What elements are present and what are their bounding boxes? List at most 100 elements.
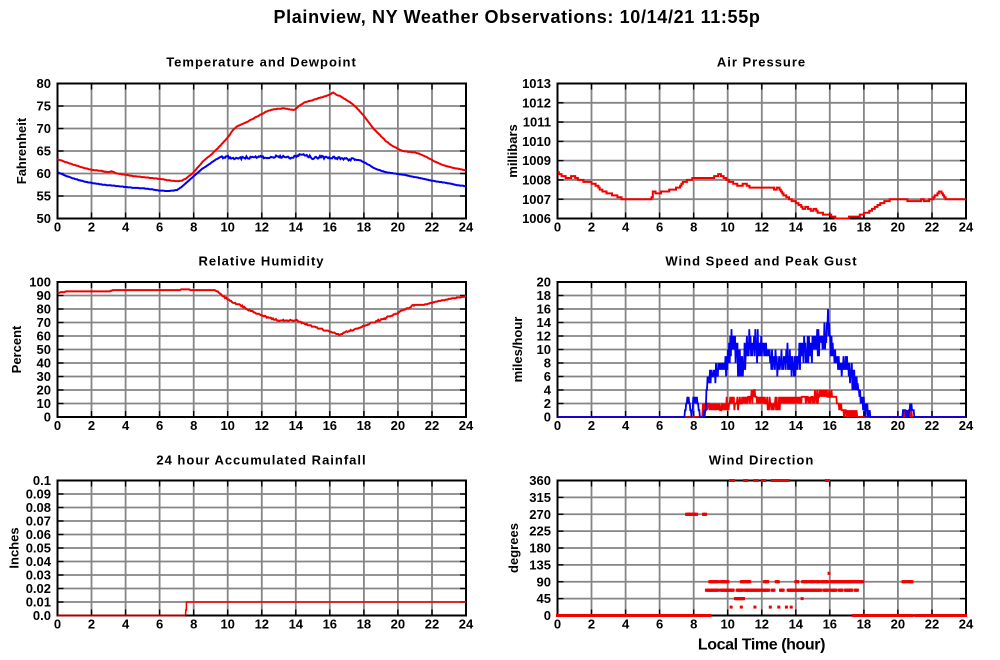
svg-text:12: 12 [537,329,551,344]
svg-text:30: 30 [37,369,51,384]
svg-text:45: 45 [537,591,551,606]
svg-text:14: 14 [289,418,304,433]
svg-text:20: 20 [391,220,405,235]
svg-text:14: 14 [789,418,804,433]
svg-text:1006: 1006 [522,211,551,226]
svg-text:0.04: 0.04 [26,554,52,569]
svg-text:90: 90 [37,288,51,303]
svg-text:0.06: 0.06 [26,527,51,542]
svg-text:24: 24 [959,418,974,433]
svg-text:0.03: 0.03 [26,568,51,583]
svg-text:4: 4 [622,418,630,433]
svg-text:14: 14 [289,617,304,632]
svg-text:60: 60 [37,329,51,344]
svg-text:24 hour Accumulated Rainfall: 24 hour Accumulated Rainfall [156,453,366,468]
svg-text:Percent: Percent [9,325,24,373]
svg-text:10: 10 [220,617,234,632]
svg-text:60: 60 [37,166,51,181]
svg-text:0: 0 [54,220,61,235]
svg-text:12: 12 [255,617,269,632]
svg-text:16: 16 [323,220,337,235]
svg-text:1010: 1010 [522,134,551,149]
svg-text:22: 22 [425,617,439,632]
svg-text:24: 24 [459,220,474,235]
svg-text:20: 20 [391,617,405,632]
svg-text:50: 50 [37,211,51,226]
svg-text:6: 6 [656,418,663,433]
svg-text:20: 20 [391,418,405,433]
svg-text:0.02: 0.02 [26,581,51,596]
svg-text:6: 6 [156,617,163,632]
svg-text:2: 2 [588,220,595,235]
svg-text:6: 6 [656,617,663,632]
svg-text:4: 4 [622,617,630,632]
svg-text:0.0: 0.0 [33,608,51,623]
svg-text:10: 10 [720,418,734,433]
svg-text:8: 8 [544,356,551,371]
svg-text:18: 18 [857,220,871,235]
svg-text:0: 0 [54,617,61,632]
svg-text:18: 18 [857,418,871,433]
svg-text:10: 10 [720,617,734,632]
svg-text:6: 6 [156,418,163,433]
svg-text:8: 8 [690,220,697,235]
svg-text:90: 90 [537,574,551,589]
svg-text:0: 0 [554,220,561,235]
svg-text:0: 0 [54,418,61,433]
svg-text:4: 4 [122,617,130,632]
svg-text:70: 70 [37,315,51,330]
svg-text:135: 135 [529,558,551,573]
svg-text:12: 12 [755,617,769,632]
svg-text:0: 0 [554,418,561,433]
svg-text:8: 8 [190,418,197,433]
svg-text:20: 20 [891,617,905,632]
svg-text:millibars: millibars [505,124,520,177]
svg-text:55: 55 [37,189,51,204]
svg-text:18: 18 [857,617,871,632]
svg-text:0: 0 [44,410,51,425]
svg-text:24: 24 [459,617,474,632]
svg-text:1007: 1007 [522,192,551,207]
svg-text:4: 4 [544,383,552,398]
svg-text:10: 10 [37,396,51,411]
svg-text:22: 22 [925,220,939,235]
svg-text:2: 2 [544,396,551,411]
svg-text:20: 20 [891,418,905,433]
svg-text:0.08: 0.08 [26,500,51,515]
svg-text:225: 225 [529,524,551,539]
svg-text:12: 12 [255,220,269,235]
svg-text:Local Time (hour): Local Time (hour) [698,637,825,654]
svg-text:8: 8 [190,220,197,235]
svg-text:24: 24 [959,617,974,632]
svg-text:80: 80 [37,302,51,317]
svg-text:0.01: 0.01 [26,595,51,610]
svg-text:70: 70 [37,121,51,136]
svg-text:16: 16 [823,220,837,235]
svg-text:2: 2 [88,418,95,433]
svg-text:24: 24 [459,418,474,433]
svg-text:50: 50 [37,342,51,357]
svg-text:8: 8 [690,617,697,632]
svg-text:16: 16 [823,617,837,632]
svg-text:14: 14 [789,617,804,632]
svg-text:14: 14 [537,315,552,330]
svg-text:Wind Speed and Peak Gust: Wind Speed and Peak Gust [665,254,857,269]
svg-text:22: 22 [925,418,939,433]
svg-text:Wind Direction: Wind Direction [709,453,815,468]
svg-text:14: 14 [289,220,304,235]
svg-text:75: 75 [37,99,51,114]
svg-text:18: 18 [357,617,371,632]
svg-text:12: 12 [755,418,769,433]
svg-text:1009: 1009 [522,153,551,168]
svg-text:2: 2 [588,418,595,433]
svg-text:0: 0 [544,410,551,425]
svg-text:4: 4 [622,220,630,235]
svg-text:14: 14 [789,220,804,235]
svg-text:Inches: Inches [7,527,22,568]
svg-text:6: 6 [544,369,551,384]
svg-text:100: 100 [29,275,51,290]
svg-text:65: 65 [37,144,51,159]
svg-text:1011: 1011 [523,115,551,130]
svg-text:315: 315 [529,490,551,505]
svg-text:0.09: 0.09 [26,487,51,502]
